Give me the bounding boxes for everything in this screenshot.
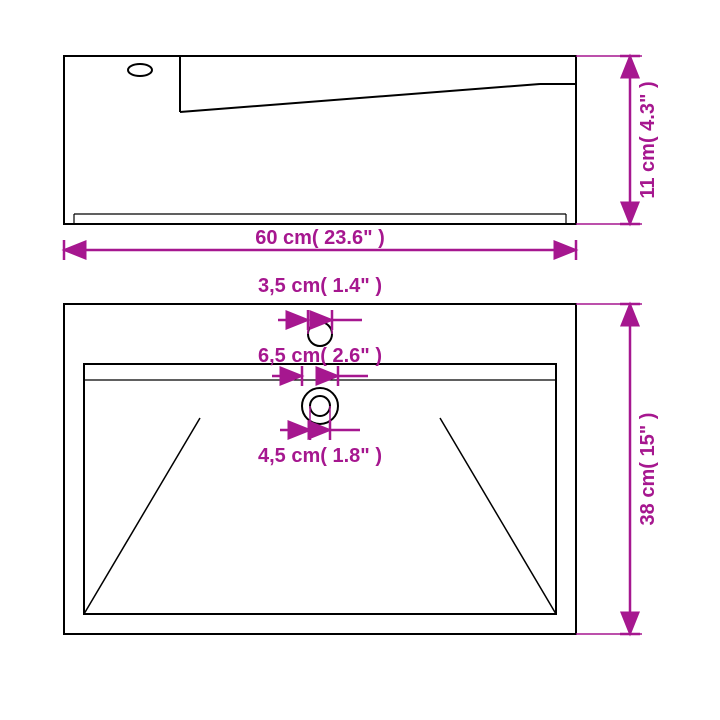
drain-outer	[302, 388, 338, 424]
drain-inner	[310, 396, 330, 416]
top-view-basin	[84, 364, 556, 614]
faucet-hole-top	[308, 322, 332, 346]
dimension-label: 38 cm( 15" )	[637, 413, 659, 526]
dimension-label: 4,5 cm( 1.8" )	[258, 445, 382, 467]
front-view-body	[64, 56, 576, 224]
faucet-hole-front	[128, 64, 152, 76]
dimension-label: 6,5 cm( 2.6" )	[258, 345, 382, 367]
dimension-label: 60 cm( 23.6" )	[255, 227, 385, 249]
dimension-label: 3,5 cm( 1.4" )	[258, 275, 382, 297]
dimension-label: 11 cm( 4.3" )	[637, 81, 659, 198]
